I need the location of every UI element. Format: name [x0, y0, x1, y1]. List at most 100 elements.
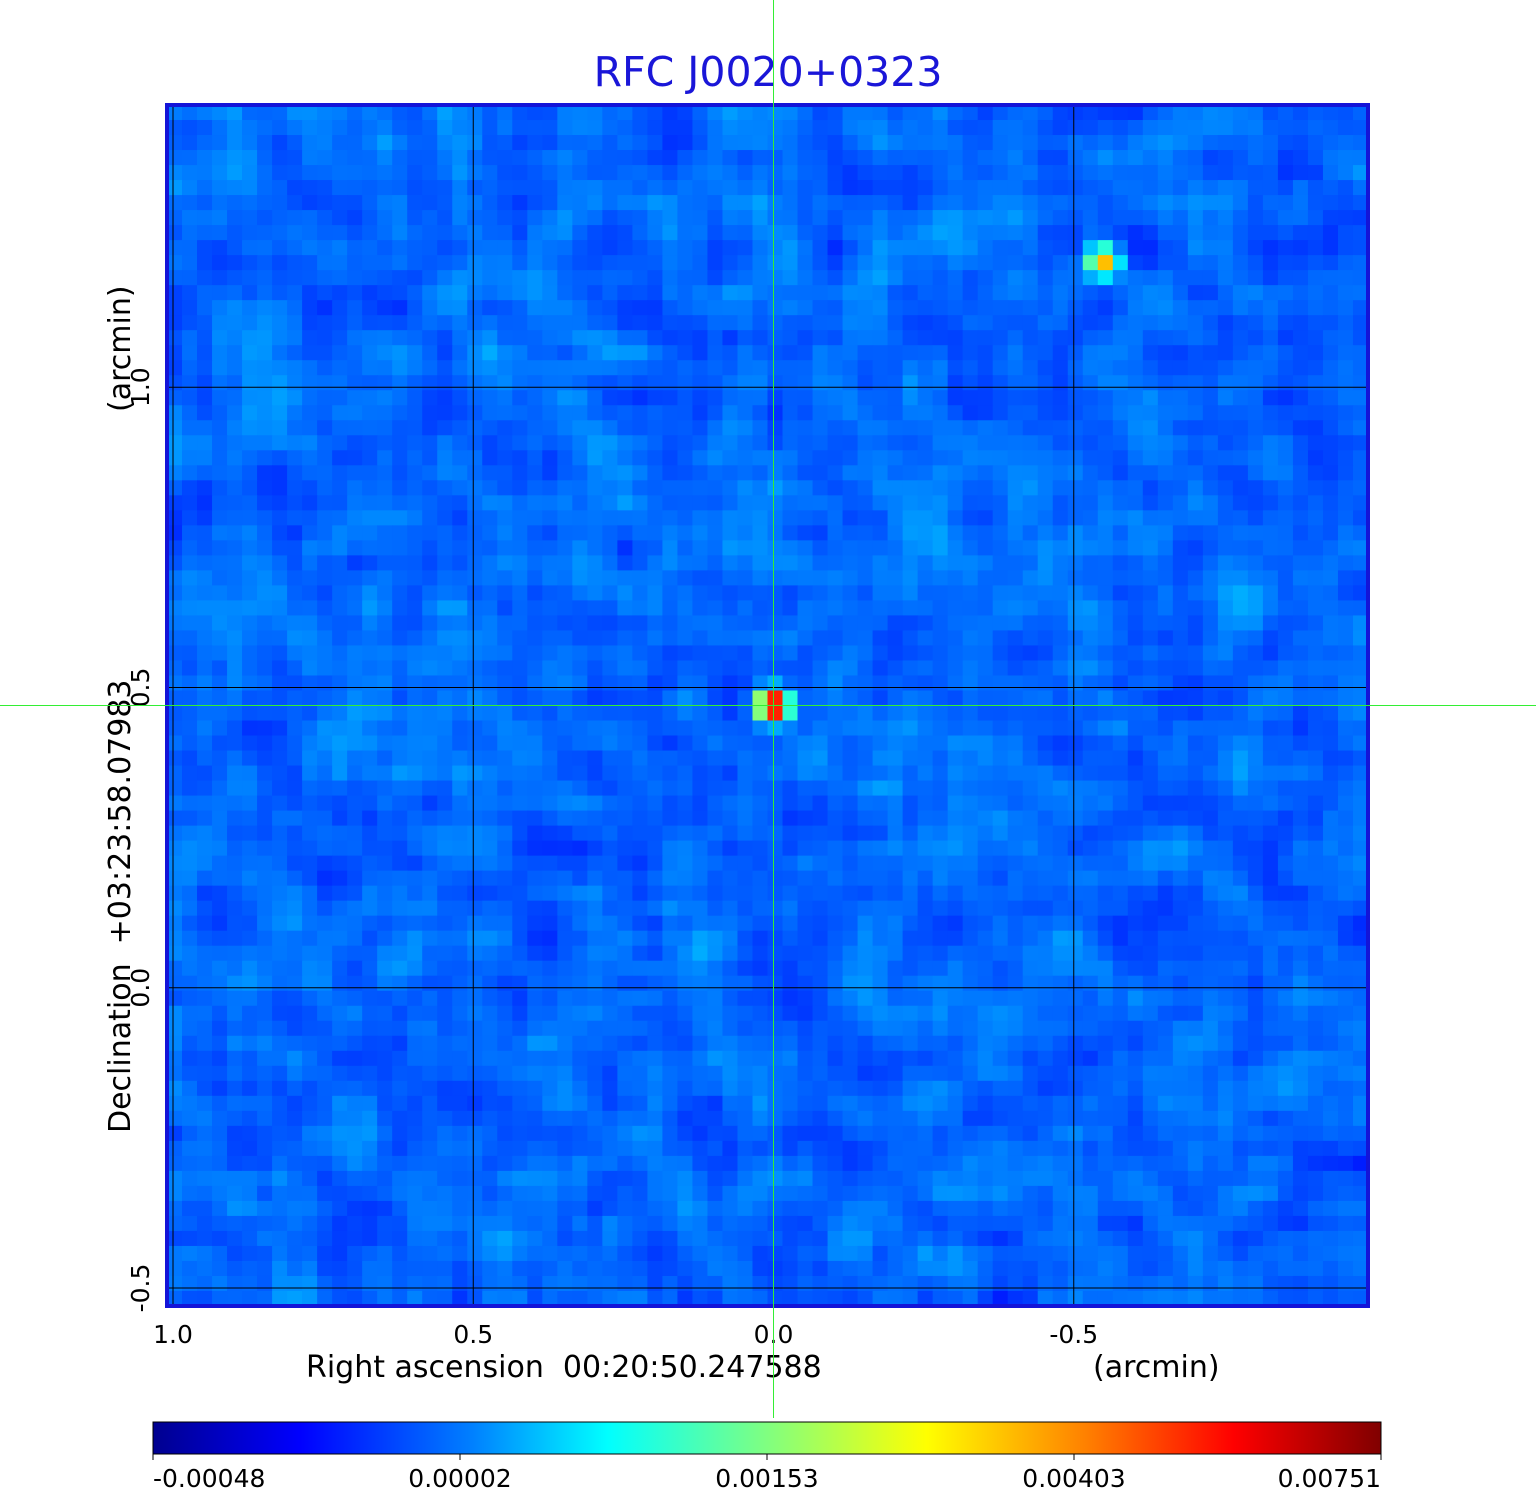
heatmap-pixel	[1082, 600, 1099, 617]
heatmap-pixel	[422, 795, 438, 812]
heatmap-pixel	[212, 1035, 228, 1052]
heatmap-pixel	[1322, 420, 1339, 436]
heatmap-pixel	[977, 540, 994, 556]
heatmap-pixel	[872, 825, 889, 842]
heatmap-pixel	[1052, 270, 1069, 286]
heatmap-pixel	[947, 375, 964, 391]
heatmap-pixel	[1067, 360, 1084, 376]
heatmap-pixel	[542, 510, 558, 526]
heatmap-pixel	[527, 645, 543, 662]
heatmap-pixel	[1232, 585, 1249, 602]
heatmap-pixel	[437, 480, 453, 496]
heatmap-pixel	[872, 405, 889, 421]
heatmap-pixel	[977, 600, 994, 617]
heatmap-pixel	[1187, 510, 1204, 526]
heatmap-pixel	[587, 975, 603, 992]
heatmap-pixel	[242, 990, 258, 1007]
heatmap-pixel	[362, 480, 378, 496]
heatmap-pixel	[392, 570, 408, 586]
heatmap-pixel	[1352, 690, 1369, 707]
heatmap-pixel	[1247, 600, 1264, 617]
heatmap-pixel	[1172, 555, 1189, 571]
heatmap-pixel	[587, 390, 603, 406]
heatmap-pixel	[872, 420, 889, 436]
heatmap-pixel	[182, 570, 198, 586]
heatmap-pixel	[797, 165, 814, 181]
heatmap-pixel	[932, 210, 949, 226]
heatmap-pixel	[737, 600, 754, 617]
heatmap-pixel	[257, 1005, 273, 1022]
heatmap-pixel	[407, 180, 423, 196]
heatmap-pixel	[572, 210, 588, 226]
heatmap-pixel	[1097, 525, 1114, 541]
heatmap-pixel	[692, 975, 709, 992]
heatmap-pixel	[317, 345, 333, 361]
heatmap-pixel	[332, 645, 348, 662]
heatmap-pixel	[662, 690, 679, 707]
heatmap-pixel	[1127, 750, 1144, 767]
heatmap-pixel	[1247, 960, 1264, 977]
heatmap-pixel	[632, 1020, 648, 1037]
heatmap-pixel	[347, 330, 363, 346]
heatmap-pixel	[227, 885, 243, 902]
heatmap-pixel	[1157, 825, 1174, 842]
heatmap-pixel	[707, 945, 724, 962]
heatmap-pixel	[902, 375, 919, 391]
heatmap-pixel	[497, 750, 513, 767]
heatmap-pixel	[332, 300, 348, 316]
heatmap-pixel	[752, 735, 769, 752]
heatmap-pixel	[377, 120, 393, 136]
heatmap-pixel	[992, 555, 1009, 571]
heatmap-pixel	[1142, 570, 1159, 586]
heatmap-pixel	[932, 930, 949, 947]
heatmap-pixel	[932, 825, 949, 842]
heatmap-pixel	[542, 525, 558, 541]
heatmap-pixel	[767, 750, 784, 767]
heatmap-pixel	[1127, 555, 1144, 571]
heatmap-pixel	[1052, 525, 1069, 541]
heatmap-pixel	[1082, 330, 1099, 346]
heatmap-pixel	[1022, 990, 1039, 1007]
heatmap-pixel	[1202, 360, 1219, 376]
heatmap-pixel	[1262, 975, 1279, 992]
heatmap-pixel	[1307, 765, 1324, 782]
heatmap-pixel	[1082, 855, 1099, 872]
heatmap-pixel	[1187, 750, 1204, 767]
heatmap-pixel	[587, 255, 603, 271]
heatmap-pixel	[632, 225, 648, 241]
heatmap-pixel	[722, 555, 739, 571]
heatmap-pixel	[482, 300, 498, 316]
heatmap-pixel	[842, 300, 859, 316]
heatmap-pixel	[1022, 360, 1039, 376]
heatmap-pixel	[482, 540, 498, 556]
heatmap-pixel	[1022, 855, 1039, 872]
heatmap-pixel	[1232, 240, 1249, 256]
heatmap-pixel	[1157, 390, 1174, 406]
heatmap-pixel	[737, 1005, 754, 1022]
heatmap-pixel	[737, 795, 754, 812]
heatmap-pixel	[797, 510, 814, 526]
heatmap-pixel	[182, 225, 198, 241]
heatmap-pixel	[1007, 435, 1024, 451]
heatmap-pixel	[317, 540, 333, 556]
heatmap-pixel	[887, 240, 904, 256]
heatmap-pixel	[212, 645, 228, 662]
heatmap-pixel	[902, 915, 919, 932]
heatmap-pixel	[962, 375, 979, 391]
heatmap-pixel	[1202, 825, 1219, 842]
heatmap-pixel	[1022, 900, 1039, 917]
heatmap-pixel	[977, 105, 994, 121]
heatmap-pixel	[1202, 1020, 1219, 1037]
heatmap-pixel	[1202, 810, 1219, 827]
heatmap-pixel	[617, 195, 633, 211]
heatmap-pixel	[437, 810, 453, 827]
heatmap-pixel	[827, 585, 844, 602]
heatmap-pixel	[1217, 510, 1234, 526]
heatmap-pixel	[737, 495, 754, 511]
heatmap-pixel	[977, 195, 994, 211]
heatmap-pixel	[917, 990, 934, 1007]
heatmap-pixel	[662, 360, 679, 376]
heatmap-pixel	[257, 420, 273, 436]
heatmap-pixel	[1112, 660, 1129, 677]
heatmap-pixel	[977, 660, 994, 677]
